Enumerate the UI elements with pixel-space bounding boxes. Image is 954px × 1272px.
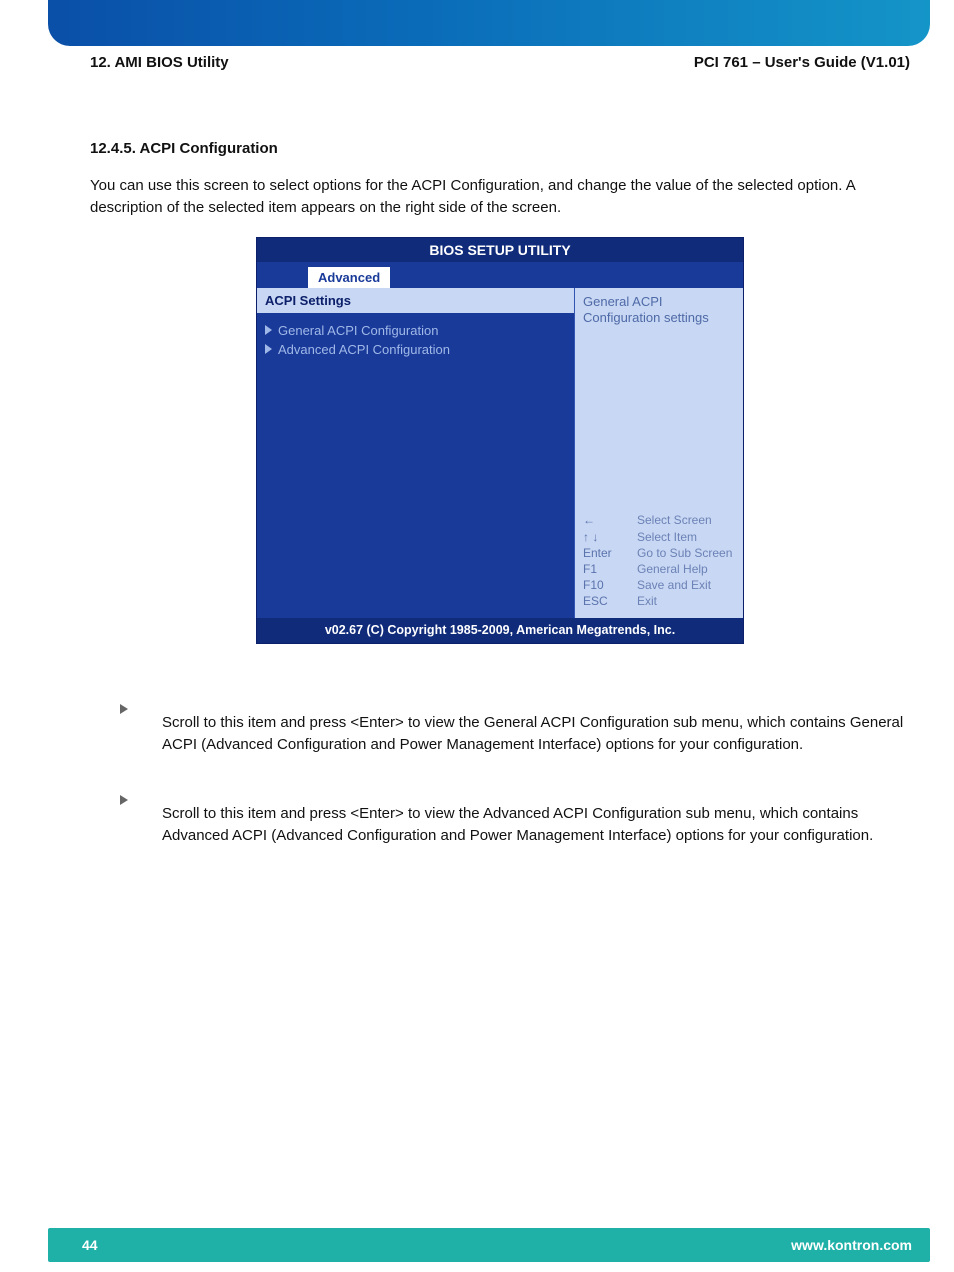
section-intro: You can use this screen to select option… xyxy=(90,175,910,219)
top-banner xyxy=(48,0,930,46)
document-page: 12. AMI BIOS Utility PCI 761 – User's Gu… xyxy=(0,0,954,1272)
bios-menu-label: Advanced ACPI Configuration xyxy=(278,342,450,357)
nav-label: Save and Exit xyxy=(637,577,711,593)
triangle-icon xyxy=(265,344,272,354)
content-area: 12.4.5. ACPI Configuration You can use t… xyxy=(90,140,910,882)
bios-title: BIOS SETUP UTILITY xyxy=(257,238,743,262)
bios-menu-item[interactable]: General ACPI Configuration xyxy=(265,323,566,338)
bios-screenshot: BIOS SETUP UTILITY Advanced ACPI Setting… xyxy=(256,237,744,644)
nav-label: Select Screen xyxy=(637,512,712,528)
bios-body: ACPI Settings General ACPI Configuration… xyxy=(257,288,743,618)
nav-key: F1 xyxy=(583,561,623,577)
page-footer: 44 www.kontron.com xyxy=(48,1228,930,1262)
bios-help-pane: General ACPI Configuration settings ← Sel… xyxy=(575,288,743,618)
bios-help-text: General ACPI Configuration settings xyxy=(583,294,735,328)
bios-footer: v02.67 (C) Copyright 1985-2009, American… xyxy=(257,618,743,643)
nav-label: Exit xyxy=(637,593,657,609)
nav-label: Select Item xyxy=(637,529,697,545)
nav-key: F10 xyxy=(583,577,623,593)
bios-tab-advanced[interactable]: Advanced xyxy=(307,266,391,288)
bios-left-pane: ACPI Settings General ACPI Configuration… xyxy=(257,288,575,618)
nav-key: ↑ ↓ xyxy=(583,529,623,545)
chevron-right-icon xyxy=(120,704,128,714)
bullet-item: Scroll to this item and press <Enter> to… xyxy=(90,700,910,757)
nav-key: Enter xyxy=(583,545,623,561)
triangle-icon xyxy=(265,325,272,335)
nav-label: Go to Sub Screen xyxy=(637,545,732,561)
nav-key: ESC xyxy=(583,593,623,609)
bullet-text: Scroll to this item and press <Enter> to… xyxy=(162,700,910,757)
bios-nav-help: ← Select Screen ↑ ↓ Select Item Enter Go to… xyxy=(583,512,735,609)
bullet-item: Scroll to this item and press <Enter> to… xyxy=(90,791,910,848)
bios-menu-item[interactable]: Advanced ACPI Configuration xyxy=(265,342,566,357)
nav-label: General Help xyxy=(637,561,708,577)
bios-menu-label: General ACPI Configuration xyxy=(278,323,438,338)
page-number: 44 xyxy=(82,1237,98,1253)
bullet-text: Scroll to this item and press <Enter> to… xyxy=(162,791,910,848)
bios-screenshot-wrap: BIOS SETUP UTILITY Advanced ACPI Setting… xyxy=(90,237,910,644)
chevron-right-icon xyxy=(120,795,128,805)
bios-tab-row: Advanced xyxy=(257,262,743,288)
nav-key: ← xyxy=(583,512,623,528)
header-right: PCI 761 – User's Guide (V1.01) xyxy=(694,54,910,71)
bios-menu: General ACPI Configuration Advanced ACPI… xyxy=(257,313,574,371)
bios-left-header: ACPI Settings xyxy=(257,288,574,313)
running-header: 12. AMI BIOS Utility PCI 761 – User's Gu… xyxy=(90,54,910,71)
header-left: 12. AMI BIOS Utility xyxy=(90,54,229,71)
section-title: 12.4.5. ACPI Configuration xyxy=(90,140,910,157)
bullet-list: Scroll to this item and press <Enter> to… xyxy=(90,700,910,848)
footer-url: www.kontron.com xyxy=(791,1237,912,1253)
